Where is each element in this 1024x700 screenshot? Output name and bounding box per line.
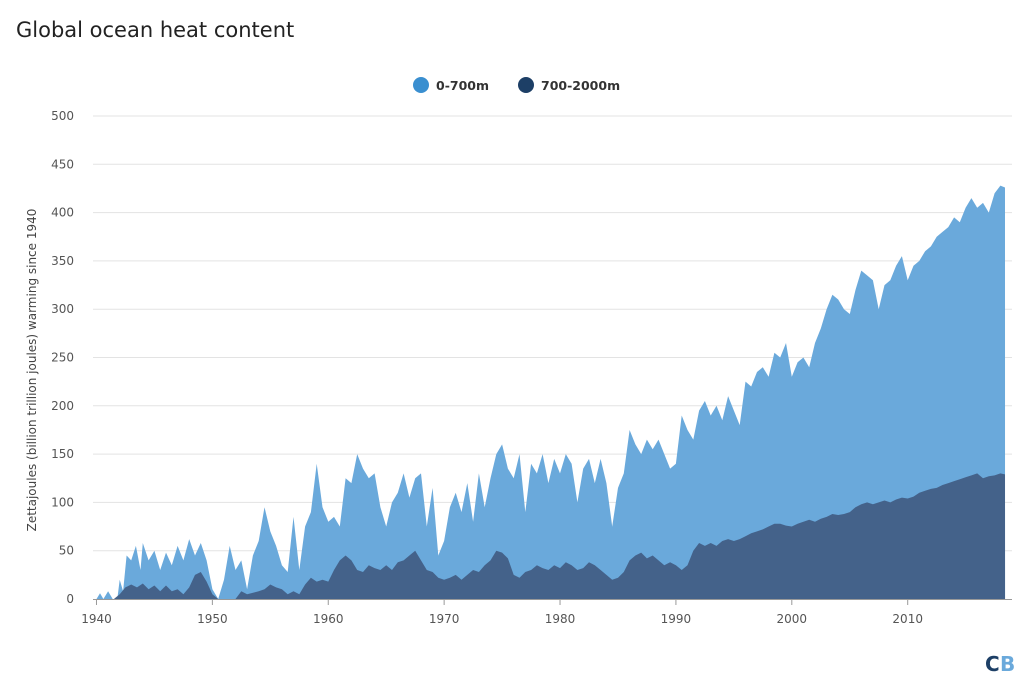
x-tick-label-1950: 1950	[197, 612, 228, 626]
y-tick-label-400: 400	[51, 206, 74, 220]
area-0-700m	[96, 185, 1006, 599]
area-series	[96, 185, 1006, 599]
chart-title: Global ocean heat content	[16, 18, 295, 42]
y-tick-label-100: 100	[51, 495, 74, 509]
carbon-brief-logo: C B	[985, 652, 1015, 676]
y-tick-label-500: 500	[51, 109, 74, 123]
logo-b: B	[1000, 652, 1015, 676]
x-tick-label-1990: 1990	[661, 612, 692, 626]
x-tick-label-1960: 1960	[313, 612, 344, 626]
x-tick-label-2010: 2010	[892, 612, 923, 626]
legend-swatch-0-700m	[413, 77, 429, 93]
x-tick-label-1970: 1970	[429, 612, 460, 626]
y-axis: 0 50 100 150 200 250 300 350 400 450 500	[51, 109, 74, 606]
y-tick-label-200: 200	[51, 399, 74, 413]
y-tick-label-0: 0	[66, 592, 74, 606]
area-700-2000m	[96, 473, 1006, 599]
legend-swatch-700-2000m	[518, 77, 534, 93]
logo-c: C	[985, 652, 1000, 676]
y-tick-label-450: 450	[51, 157, 74, 171]
legend-item-700-2000m[interactable]: 700-2000m	[518, 77, 620, 93]
legend-item-0-700m[interactable]: 0-700m	[413, 77, 489, 93]
y-tick-label-50: 50	[59, 544, 74, 558]
legend[interactable]: 0-700m 700-2000m	[413, 77, 620, 93]
y-tick-label-300: 300	[51, 302, 74, 316]
x-tick-label-1980: 1980	[545, 612, 576, 626]
y-tick-label-350: 350	[51, 254, 74, 268]
legend-label-0-700m: 0-700m	[436, 78, 489, 93]
legend-label-700-2000m: 700-2000m	[541, 78, 620, 93]
x-tick-label-2000: 2000	[777, 612, 808, 626]
x-tick-labels: 1940 1950 1960 1970 1980 1990 2000 2010	[81, 599, 923, 626]
y-tick-label-150: 150	[51, 447, 74, 461]
x-tick-label-1940: 1940	[81, 612, 112, 626]
y-axis-label: Zettajoules (billion trillion joules) wa…	[25, 209, 39, 532]
y-tick-label-250: 250	[51, 351, 74, 365]
